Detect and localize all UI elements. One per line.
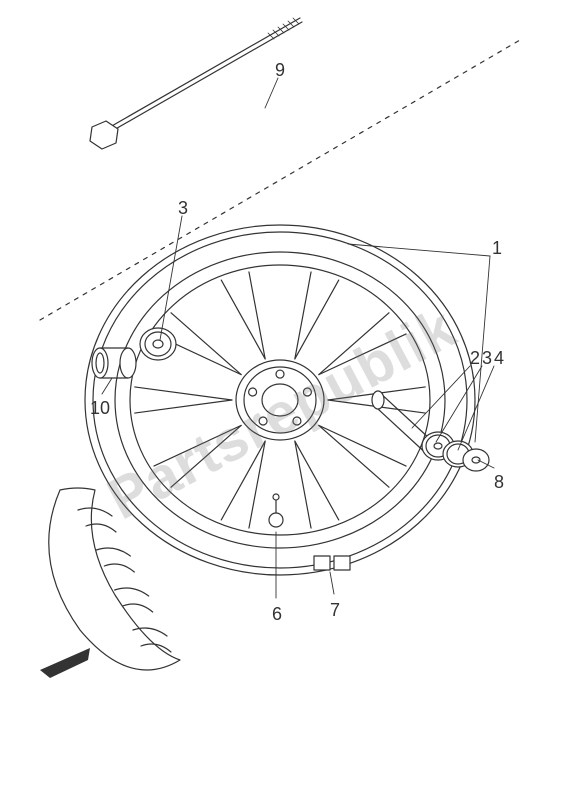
callout-c9: 9 [275,60,285,81]
callout-c3b: 3 [482,348,492,369]
parts-diagram-svg [0,0,566,800]
callout-c2: 2 [470,348,480,369]
callout-c6: 6 [272,604,282,625]
callout-c1: 1 [492,238,502,259]
callout-c7: 7 [330,600,340,621]
callout-c3a: 3 [178,198,188,219]
diagram-container: 12334678910 Partsrepublik [0,0,566,800]
callout-c10: 10 [90,398,110,419]
callout-c8: 8 [494,472,504,493]
callout-c4: 4 [494,348,504,369]
